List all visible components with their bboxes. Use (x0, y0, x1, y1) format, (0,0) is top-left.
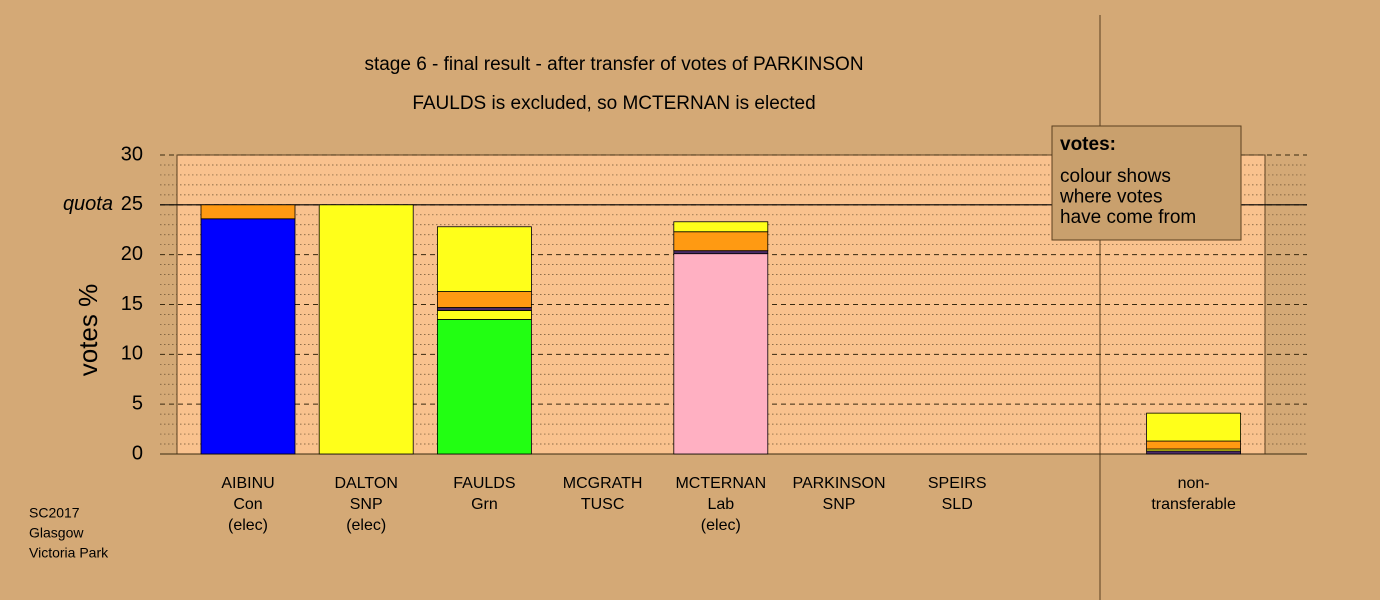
footnote: SC2017 (29, 505, 80, 521)
y-tick-label: 15 (121, 293, 143, 315)
x-tick-label: (elec) (701, 517, 741, 534)
x-tick-label: SNP (350, 496, 383, 513)
bar-segment (200, 204, 296, 220)
bar-segment (436, 319, 532, 455)
x-tick-label: MCGRATH (563, 475, 643, 492)
bar-segment (436, 307, 532, 311)
annotation-title: votes: (1060, 134, 1116, 155)
bar-segment (1146, 450, 1241, 455)
annotation-line: where votes (1059, 187, 1162, 208)
annotation-box (1051, 125, 1242, 241)
annotation-line: colour shows (1060, 166, 1171, 187)
bar-segment (436, 226, 532, 292)
y-tick-label: 0 (132, 442, 143, 464)
x-tick-label: (elec) (228, 517, 268, 534)
y-tick-label: 25 (121, 193, 143, 215)
x-tick-label: Grn (471, 496, 498, 513)
bar-segment (673, 250, 769, 255)
quota-label: quota (63, 193, 113, 215)
bar-segment (1146, 440, 1241, 450)
y-axis-label: votes % (73, 284, 103, 377)
bar-segment (673, 253, 769, 455)
x-tick-label: transferable (1151, 496, 1236, 513)
bar-segment (436, 291, 532, 308)
x-tick-label: SLD (942, 496, 973, 513)
y-tick-label: 5 (132, 392, 143, 414)
bar-segment (318, 204, 414, 455)
bar-segment (436, 310, 532, 320)
bar-segment (673, 231, 769, 252)
bar-segment (1146, 412, 1241, 442)
x-tick-label: Con (233, 496, 262, 513)
annotation-line: have come from (1060, 207, 1196, 228)
x-tick-label: non- (1178, 475, 1210, 492)
y-tick-label: 10 (121, 343, 143, 365)
x-tick-label: Lab (707, 496, 734, 513)
footnote: Victoria Park (29, 545, 109, 561)
x-tick-label: MCTERNAN (675, 475, 766, 492)
chart-title: stage 6 - final result - after transfer … (364, 54, 863, 75)
x-tick-label: FAULDS (453, 475, 515, 492)
bar-segment (200, 218, 296, 455)
x-tick-label: (elec) (346, 517, 386, 534)
y-tick-label: 30 (121, 143, 143, 165)
x-tick-label: TUSC (581, 496, 625, 513)
x-tick-label: DALTON (334, 475, 397, 492)
bar-segment (673, 221, 769, 233)
x-tick-label: SPEIRS (928, 475, 987, 492)
chart-subtitle: FAULDS is excluded, so MCTERNAN is elect… (412, 93, 815, 114)
footnote: Glasgow (29, 525, 84, 541)
x-tick-label: SNP (823, 496, 856, 513)
x-tick-label: AIBINU (221, 475, 274, 492)
y-tick-label: 20 (121, 243, 143, 265)
x-tick-label: PARKINSON (792, 475, 885, 492)
